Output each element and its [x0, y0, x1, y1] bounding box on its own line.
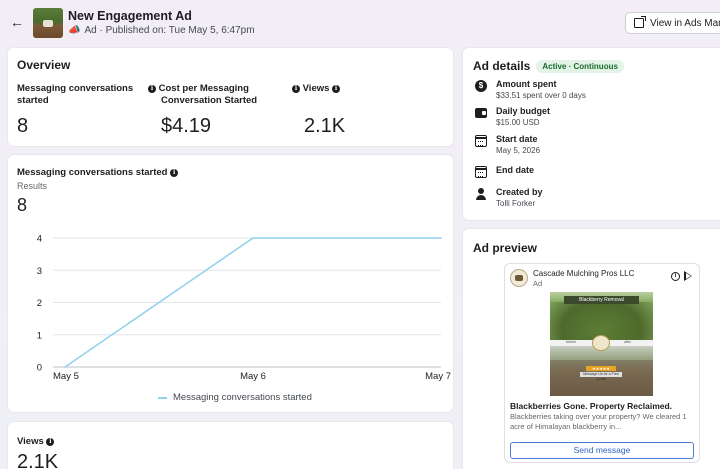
- data-point: [252, 237, 254, 239]
- view-in-ads-manager-button[interactable]: View in Ads Manag: [625, 12, 720, 34]
- metric-label-line1: Views: [302, 83, 330, 94]
- detail-start-date: Start date May 5, 2026: [475, 134, 540, 156]
- metric-label: i Views i: [292, 83, 341, 95]
- external-link-icon: [634, 16, 646, 28]
- info-icon[interactable]: i: [170, 169, 179, 177]
- ad-thumbnail: [33, 8, 63, 38]
- conversations-chart-card: Messaging conversations started i Result…: [8, 155, 453, 412]
- detail-label: End date: [496, 165, 535, 175]
- info-icon[interactable]: i: [671, 272, 680, 281]
- x-tick-label: May 7: [425, 371, 451, 382]
- metric-cost: i Cost per Messaging Conversation Starte…: [148, 83, 257, 107]
- dollar-icon: $: [475, 80, 487, 92]
- detail-label: Amount spent: [496, 79, 557, 89]
- data-point: [440, 237, 442, 239]
- detail-created-by: Created by Tolli Forker: [475, 187, 543, 209]
- detail-end-date: End date: [475, 165, 534, 178]
- views-title-text: Views: [17, 436, 44, 447]
- metric-label-line2: started: [17, 95, 49, 106]
- views-value: 2.1K: [17, 451, 59, 469]
- y-tick-label: 3: [37, 266, 42, 277]
- page-header: ← New Engagement Ad 📣 Ad · Published on:…: [0, 0, 720, 46]
- detail-daily-budget: Daily budget $15.00 USD: [475, 106, 550, 128]
- ad-headline: Blackberries Gone. Property Reclaimed.: [510, 401, 673, 411]
- creative-before-label: before: [566, 340, 576, 344]
- line-chart-svg: 0 1 2 3 4 May 5 May 6 May 7: [37, 234, 451, 383]
- results-label: Results: [17, 181, 48, 191]
- views-card: Views i 2.1K: [8, 422, 453, 469]
- metric-conversations: Messaging conversations started: [17, 83, 133, 107]
- detail-label: Created by: [496, 187, 543, 197]
- legend-label: Messaging conversations started: [173, 392, 312, 403]
- detail-label: Start date: [496, 134, 538, 144]
- status-badge: Active · Continuous: [536, 59, 624, 73]
- chart-card-title: Messaging conversations started i: [17, 167, 179, 178]
- line-chart: 0 1 2 3 4 May 5 May 6 May 7: [8, 155, 453, 412]
- ad-preview-title: Ad preview: [473, 241, 538, 255]
- metric-label-line1: Cost per Messaging: [158, 83, 249, 94]
- overview-card: Overview Messaging conversations started…: [8, 48, 453, 146]
- ad-details-card: Ad details Active · Continuous $ Amount …: [463, 48, 720, 220]
- info-icon[interactable]: i: [148, 85, 156, 93]
- y-tick-label: 1: [37, 330, 42, 341]
- detail-label: Daily budget: [496, 106, 551, 116]
- creative-banner: Blackberry Removal: [564, 296, 639, 304]
- metric-value-conversations: 8: [17, 115, 29, 137]
- detail-value: $15.00 USD: [496, 118, 540, 127]
- metric-value-views: 2.1K: [304, 115, 346, 137]
- metric-value-cost: $4.19: [161, 115, 212, 137]
- metric-label-line2: Conversation Started: [161, 95, 258, 106]
- wallet-icon: [475, 108, 487, 118]
- publish-info: Ad · Published on: Tue May 5, 6:47pm: [84, 25, 255, 36]
- info-icon[interactable]: i: [292, 85, 300, 93]
- ad-preview-post: Cascade Mulching Pros LLC Ad i Blackberr…: [504, 263, 700, 463]
- creative-stars: ★★★★★: [586, 366, 616, 371]
- ad-preview-card: Ad preview Cascade Mulching Pros LLC Ad …: [463, 229, 720, 469]
- y-tick-label: 4: [37, 234, 42, 245]
- detail-value: May 5, 2026: [496, 146, 541, 155]
- page-avatar[interactable]: [510, 269, 528, 287]
- view-in-ads-manager-label: View in Ads Manag: [650, 17, 720, 29]
- x-tick-label: May 6: [240, 371, 266, 382]
- data-point: [64, 366, 66, 368]
- creative-after-photo: ★★★★★ Message Us for a Free Quote: [550, 346, 653, 396]
- creative-logo: [592, 335, 610, 351]
- page-title: New Engagement Ad: [68, 9, 192, 23]
- detail-value: $33.51 spent over 0 days: [496, 91, 586, 100]
- ad-details-header: Ad details Active · Continuous: [473, 59, 624, 73]
- calendar-icon: [475, 135, 487, 147]
- ad-creative-image[interactable]: Blackberry Removal before after ★★★★★ Me…: [550, 292, 653, 396]
- send-message-button[interactable]: Send message: [510, 442, 694, 459]
- megaphone-icon: 📣: [68, 25, 81, 36]
- detail-value: Tolli Forker: [496, 199, 536, 208]
- creative-after-label: after: [624, 340, 632, 344]
- creative-cta-text: Message Us for a Free Quote: [580, 372, 622, 381]
- back-arrow-icon[interactable]: ←: [10, 14, 24, 30]
- overview-title: Overview: [17, 58, 71, 72]
- adchoices-icon[interactable]: [684, 271, 692, 281]
- chart-title-text: Messaging conversations started: [17, 167, 168, 178]
- info-icon[interactable]: i: [332, 85, 341, 93]
- y-tick-label: 2: [37, 298, 42, 309]
- person-icon: [475, 188, 487, 200]
- x-tick-label: May 5: [53, 371, 79, 382]
- calendar-icon: [475, 166, 487, 178]
- page-name[interactable]: Cascade Mulching Pros LLC: [533, 269, 635, 278]
- results-value: 8: [17, 195, 28, 215]
- views-card-title: Views i: [17, 436, 55, 447]
- metric-label: Messaging conversations started: [17, 83, 133, 107]
- info-icon[interactable]: i: [46, 438, 55, 446]
- ad-body-text: Blackberries taking over your property? …: [510, 412, 687, 431]
- ad-subtitle: 📣 Ad · Published on: Tue May 5, 6:47pm: [68, 25, 255, 36]
- sponsored-label: Ad: [533, 279, 543, 288]
- metric-label: i Cost per Messaging Conversation Starte…: [148, 83, 257, 107]
- ad-details-title: Ad details: [473, 59, 531, 73]
- detail-amount-spent: $ Amount spent $33.51 spent over 0 days: [475, 79, 586, 101]
- metric-views: i Views i: [292, 83, 341, 95]
- chart-legend[interactable]: Messaging conversations started: [158, 392, 312, 403]
- metric-label-line1: Messaging conversations: [17, 83, 134, 94]
- legend-swatch: [158, 396, 167, 399]
- y-tick-label: 0: [37, 363, 42, 374]
